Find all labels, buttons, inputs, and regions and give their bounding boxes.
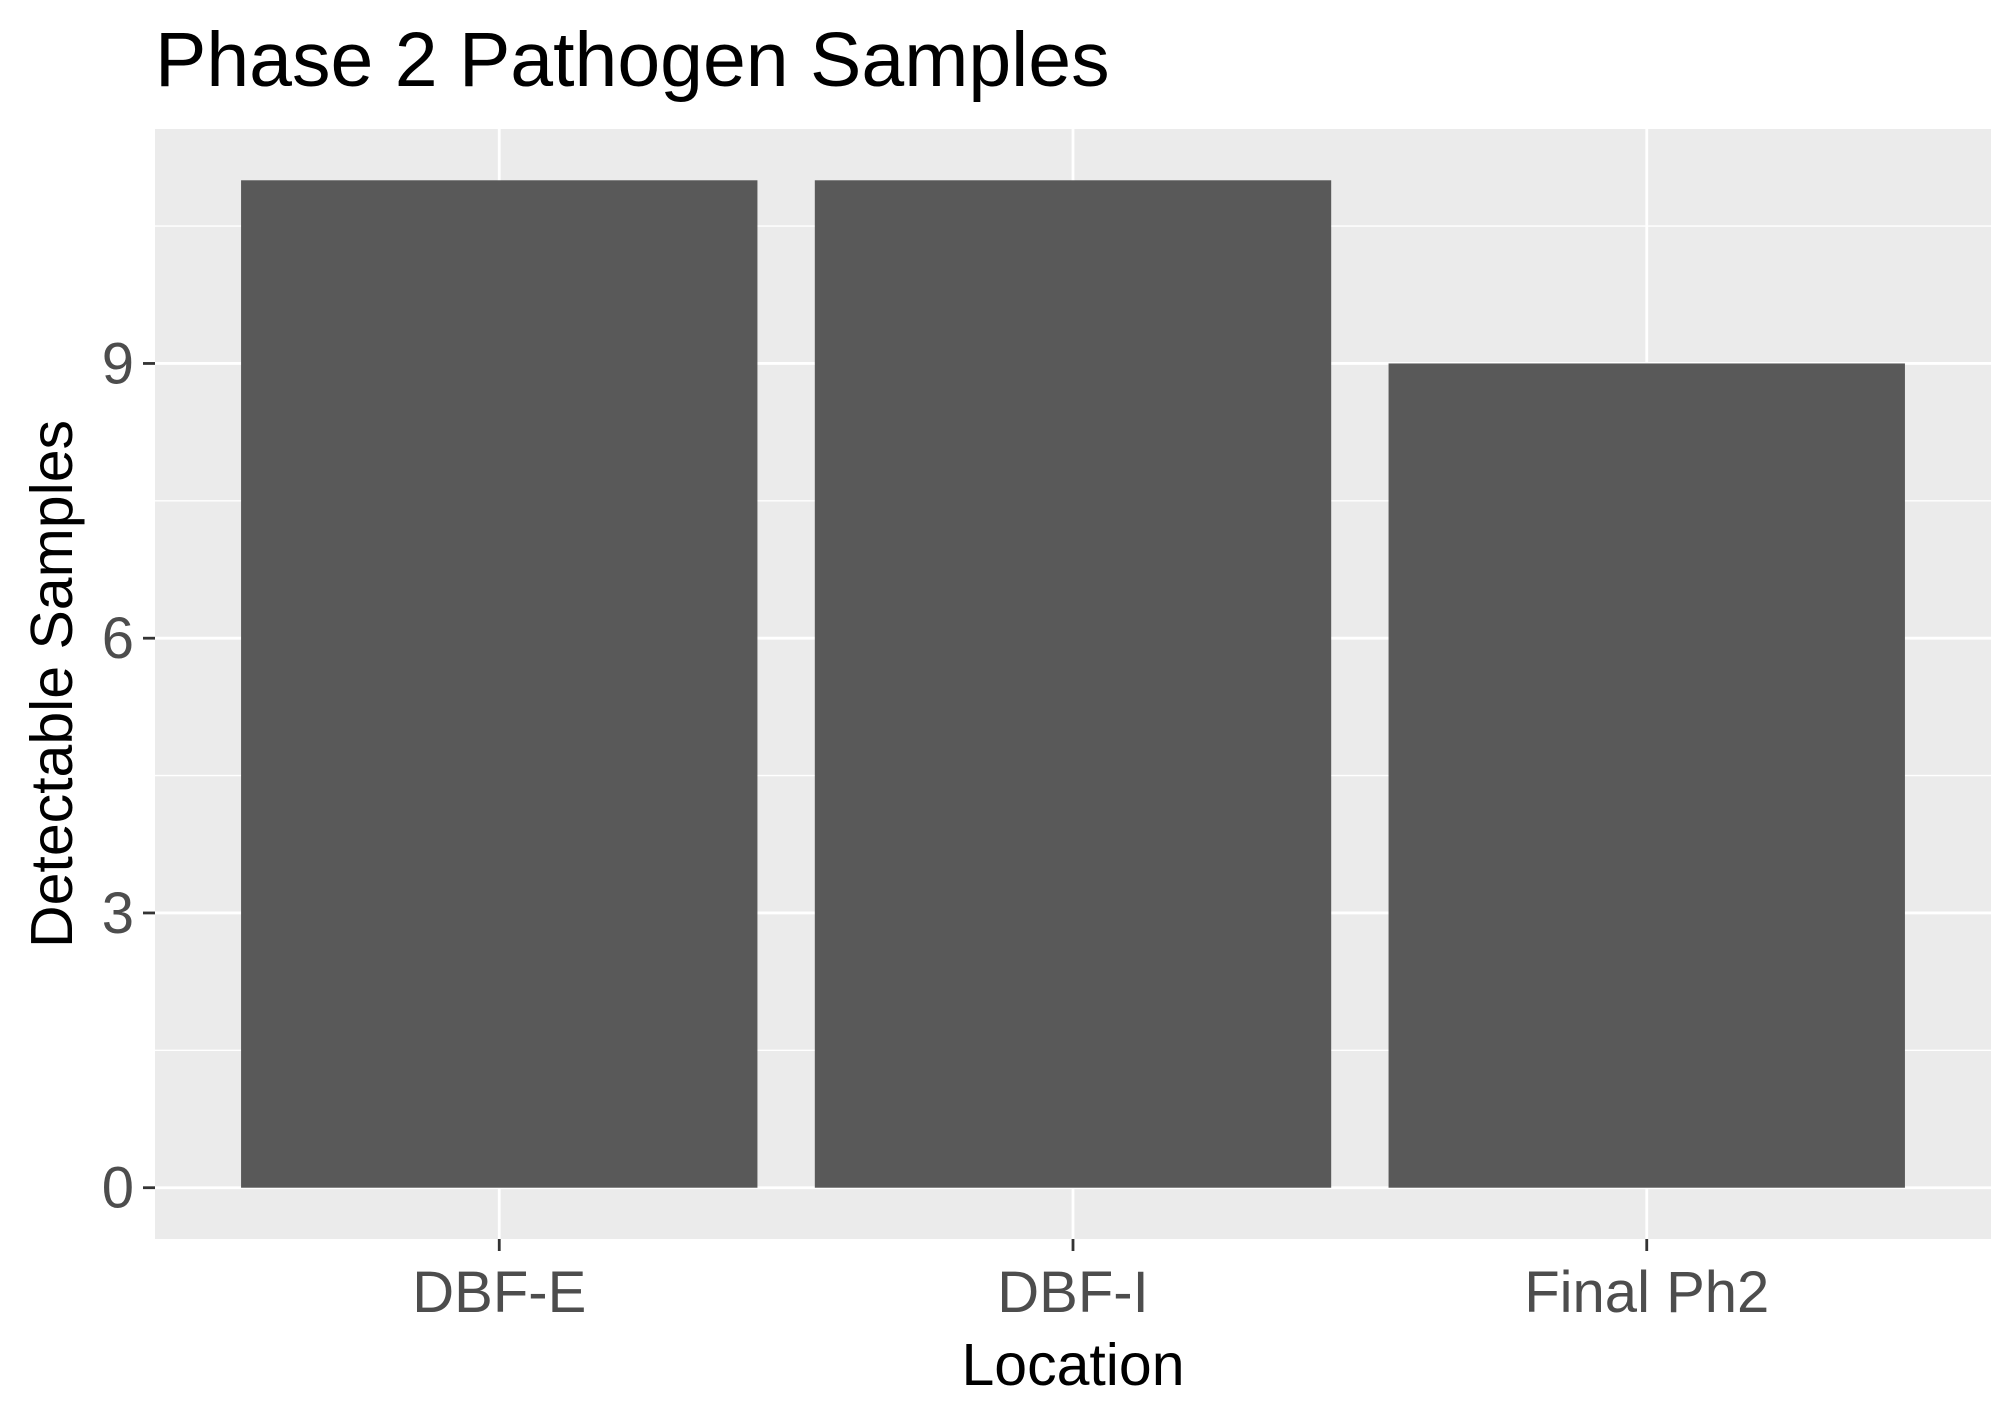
y-tick-label: 6	[102, 606, 134, 671]
bar-dbf-e	[241, 180, 758, 1188]
y-axis-title: Detectable Samples	[19, 420, 85, 948]
x-tick-label: Final Ph2	[1524, 1260, 1769, 1325]
y-tick-label: 0	[102, 1156, 134, 1221]
y-tick-label: 9	[102, 331, 134, 396]
bar-dbf-i	[814, 180, 1332, 1188]
y-axis: 0 3 6 9	[102, 331, 155, 1221]
y-tick-label: 3	[102, 881, 134, 946]
bar-final-ph2	[1388, 363, 1905, 1188]
x-tick-label: DBF-E	[412, 1260, 586, 1325]
x-tick-label: DBF-I	[997, 1260, 1148, 1325]
x-axis-title: Location	[961, 1332, 1184, 1398]
x-axis: DBF-E DBF-I Final Ph2	[412, 1239, 1769, 1325]
chart-title: Phase 2 Pathogen Samples	[155, 17, 1110, 103]
bars	[241, 180, 1905, 1188]
